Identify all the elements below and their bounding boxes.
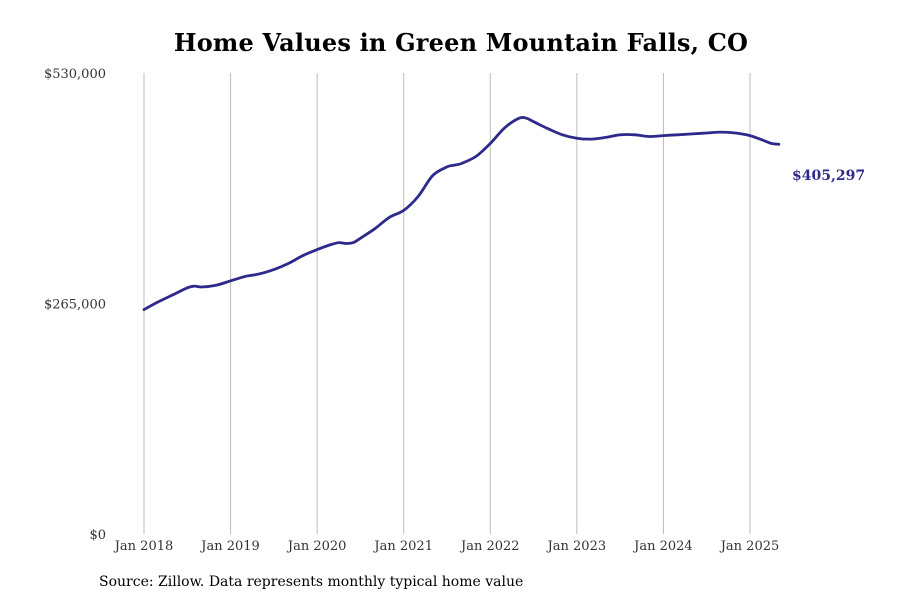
y-tick-label: $0 xyxy=(89,528,106,543)
y-tick-label: $530,000 xyxy=(44,67,106,82)
end-value-label: $405,297 xyxy=(792,168,865,184)
gridlines xyxy=(143,73,751,534)
x-tick-label: Jan 2024 xyxy=(632,539,693,554)
series-line-home-value xyxy=(142,115,781,311)
x-axis-labels: Jan 2018 Jan 2019 Jan 2020 Jan 2021 Jan 2022… xyxy=(113,539,780,554)
x-tick-label: Jan 2022 xyxy=(459,539,520,554)
chart-title: Home Values in Green Mountain Falls, CO xyxy=(173,28,749,57)
x-tick-label: Jan 2018 xyxy=(113,539,174,554)
x-tick-label: Jan 2020 xyxy=(286,539,347,554)
y-tick-label: $265,000 xyxy=(44,298,106,313)
source-note: Source: Zillow. Data represents monthly … xyxy=(99,574,524,590)
x-tick-label: Jan 2021 xyxy=(372,539,433,554)
x-tick-label: Jan 2023 xyxy=(546,539,607,554)
y-axis-labels: $0 $265,000 $530,000 xyxy=(44,67,106,543)
x-tick-label: Jan 2019 xyxy=(199,539,260,554)
x-tick-label: Jan 2025 xyxy=(719,539,780,554)
